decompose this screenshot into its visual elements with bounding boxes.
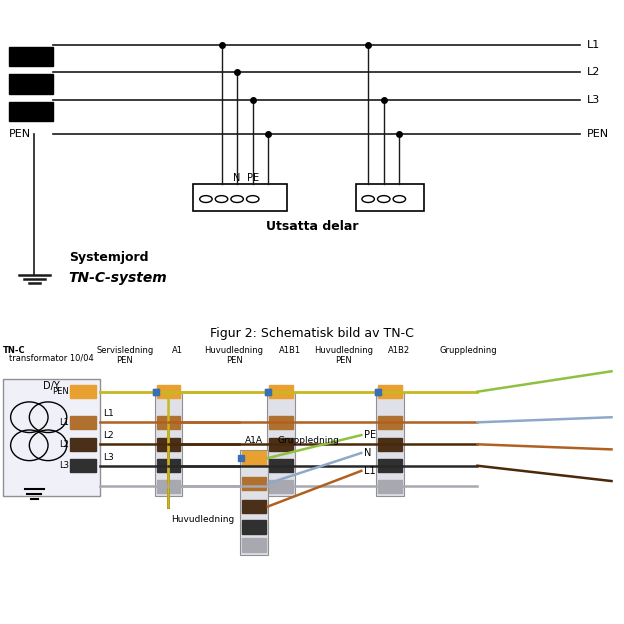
Text: PE: PE bbox=[246, 173, 259, 183]
Bar bbox=[242, 477, 266, 490]
Text: L2: L2 bbox=[103, 431, 114, 440]
Bar bbox=[193, 183, 287, 211]
Bar bbox=[269, 459, 293, 472]
Text: L1: L1 bbox=[364, 466, 376, 476]
Bar bbox=[9, 74, 53, 94]
Text: L3: L3 bbox=[103, 452, 114, 462]
Text: Servisledning
PEN: Servisledning PEN bbox=[96, 346, 154, 365]
Bar bbox=[9, 47, 53, 66]
Text: L1: L1 bbox=[59, 418, 69, 427]
Text: Gruppledning: Gruppledning bbox=[439, 346, 497, 355]
Text: L2: L2 bbox=[59, 440, 69, 449]
Text: A1B1: A1B1 bbox=[279, 346, 301, 355]
Bar bbox=[70, 437, 96, 451]
Text: Systemjord: Systemjord bbox=[69, 251, 148, 264]
Text: N: N bbox=[233, 173, 241, 183]
Bar bbox=[356, 183, 424, 211]
Bar bbox=[242, 500, 266, 513]
Text: transformator 10/04: transformator 10/04 bbox=[9, 353, 94, 363]
Bar bbox=[242, 539, 266, 552]
Bar bbox=[376, 392, 404, 496]
Bar bbox=[157, 437, 180, 451]
Text: PEN: PEN bbox=[9, 129, 31, 139]
Text: L1: L1 bbox=[587, 39, 600, 50]
Bar bbox=[267, 392, 295, 496]
Text: L2: L2 bbox=[587, 67, 600, 77]
Bar bbox=[242, 451, 266, 465]
Bar bbox=[269, 385, 293, 398]
Text: TN-C: TN-C bbox=[3, 346, 26, 355]
Text: L1: L1 bbox=[103, 409, 114, 418]
Text: PEN: PEN bbox=[587, 129, 608, 139]
Text: Huvudledning
PEN: Huvudledning PEN bbox=[205, 346, 263, 365]
Bar bbox=[3, 379, 100, 496]
Bar bbox=[70, 385, 96, 398]
Bar bbox=[70, 416, 96, 429]
Bar bbox=[378, 416, 402, 429]
Bar bbox=[157, 385, 180, 398]
Text: D/Y: D/Y bbox=[43, 381, 60, 391]
Bar bbox=[378, 479, 402, 493]
Text: A1: A1 bbox=[172, 346, 183, 355]
Bar bbox=[155, 392, 182, 496]
Text: L3: L3 bbox=[59, 461, 69, 470]
Text: PEN: PEN bbox=[52, 388, 69, 396]
Bar bbox=[378, 385, 402, 398]
Text: Huvudledning
PEN: Huvudledning PEN bbox=[314, 346, 373, 365]
Bar bbox=[157, 459, 180, 472]
Bar bbox=[157, 479, 180, 493]
Text: TN-C-system: TN-C-system bbox=[69, 271, 167, 285]
Text: Utsatta delar: Utsatta delar bbox=[266, 220, 358, 233]
Text: A1A: A1A bbox=[245, 436, 263, 446]
Bar bbox=[70, 459, 96, 472]
Text: PE: PE bbox=[364, 430, 376, 440]
Text: Huvudledning: Huvudledning bbox=[171, 515, 235, 524]
Bar bbox=[378, 459, 402, 472]
Bar bbox=[242, 520, 266, 534]
Bar bbox=[269, 416, 293, 429]
Text: L3: L3 bbox=[587, 94, 600, 105]
Bar bbox=[269, 437, 293, 451]
Text: N: N bbox=[364, 448, 372, 458]
Bar bbox=[269, 479, 293, 493]
Bar bbox=[157, 416, 180, 429]
Bar bbox=[378, 437, 402, 451]
Bar bbox=[240, 451, 268, 555]
Text: Figur 2: Schematisk bild av TN-C: Figur 2: Schematisk bild av TN-C bbox=[210, 327, 414, 340]
Text: Gruppledning: Gruppledning bbox=[277, 436, 339, 446]
Bar bbox=[9, 102, 53, 121]
Text: A1B2: A1B2 bbox=[388, 346, 411, 355]
